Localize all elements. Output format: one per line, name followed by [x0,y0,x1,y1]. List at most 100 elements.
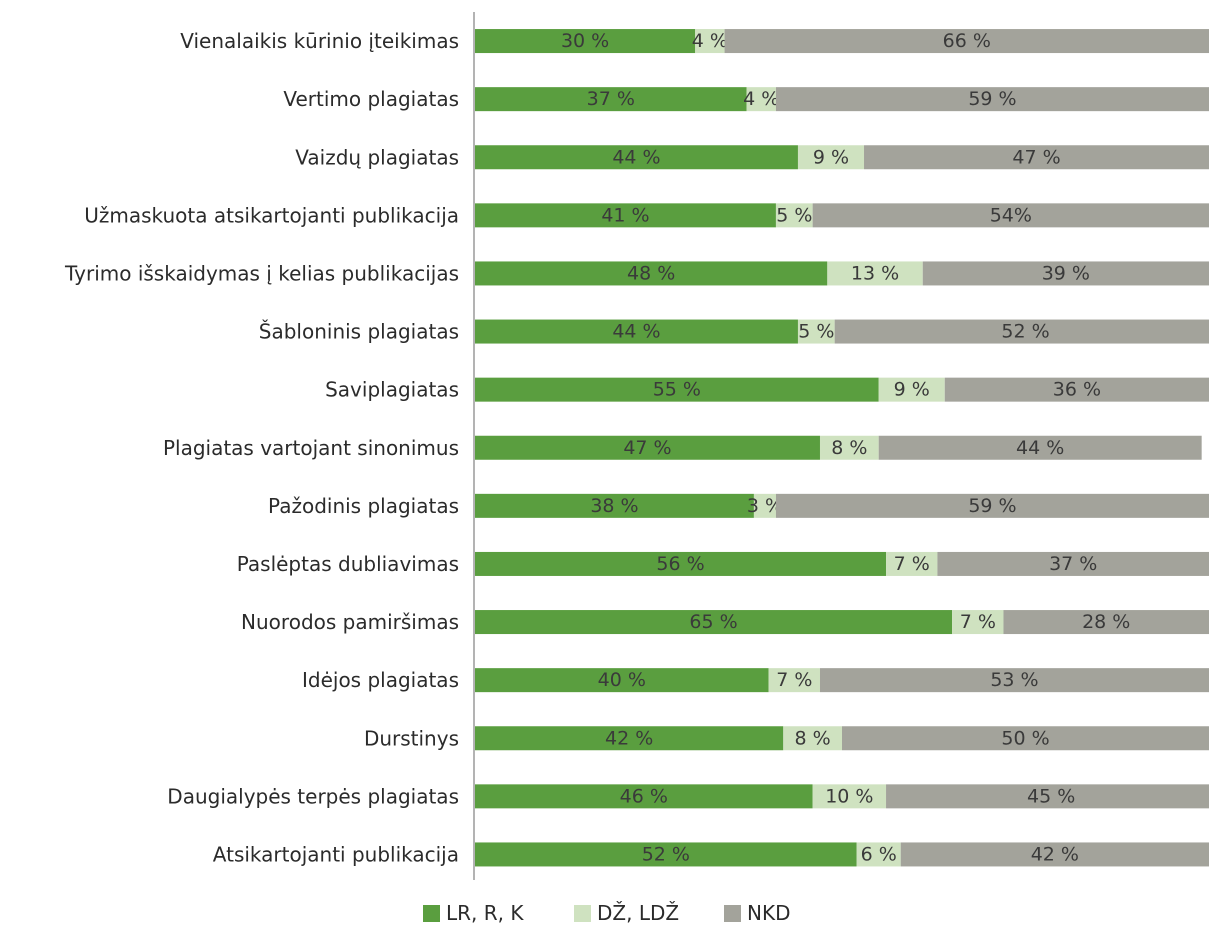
bar-segment [834,319,1209,344]
data-label: 37 % [587,88,635,110]
bar-segment [475,726,784,751]
legend-swatch [724,905,741,922]
category-label: Atsikartojanti publikacija [213,842,459,866]
data-label: 50 % [1001,727,1049,749]
data-label: 42 % [1031,843,1079,865]
bar-segment [475,551,887,576]
bar-segment [937,551,1209,576]
data-label: 56 % [656,553,704,575]
bar-segment [842,726,1209,751]
data-label: 7 % [776,669,812,691]
bar-segment [864,145,1209,170]
data-label: 37 % [1049,553,1097,575]
bar-segment [724,29,1209,54]
data-label: 5 % [798,321,834,343]
data-label: 65 % [689,611,737,633]
data-label: 28 % [1082,611,1130,633]
data-label: 52 % [642,843,690,865]
bar-segment [475,319,798,344]
bar-segment [819,668,1209,693]
category-label: Šabloninis plagiatas [259,320,459,344]
data-label: 39 % [1042,262,1090,284]
bars-group: 30 % 4 % 66 % 37 % 4 % 59 % 44 % 9 % 47 % 41 % 5 %… [475,29,1209,867]
legend-swatch [574,905,591,922]
data-label: 47 % [623,437,671,459]
bar-segment [475,668,769,693]
data-label: 4 % [743,88,779,110]
bar-segment [783,726,842,751]
data-label: 45 % [1027,785,1075,807]
data-label: 54% [990,204,1032,226]
data-label: 9 % [813,146,849,168]
category-label: Daugialypės terpės plagiatas [167,784,459,808]
bar-segment [475,784,813,809]
bar-segment [886,551,938,576]
data-label: 8 % [795,727,831,749]
bar-segment [819,435,879,460]
data-label: 7 % [894,553,930,575]
legend-label: NKD [747,901,790,925]
data-label: 59 % [968,88,1016,110]
category-label: Paslėptas dubliavimas [237,552,459,576]
legend-swatch [423,905,440,922]
data-label: 48 % [627,262,675,284]
bar-segment [475,842,857,867]
bar-segment [475,377,879,402]
data-label: 53 % [990,669,1038,691]
bar-segment [812,203,1209,228]
bar-segment [878,435,1202,460]
legend-label: LR, R, K [446,901,524,925]
bar-segment [775,493,1209,518]
data-label: 7 % [960,611,996,633]
data-label: 59 % [968,495,1016,517]
bar-segment [827,261,923,286]
category-label: Pažodinis plagiatas [268,494,459,518]
category-label: Durstinys [364,726,459,750]
bar-segment [886,784,1209,809]
data-label: 44 % [612,321,660,343]
bar-segment [952,610,1004,635]
category-label: Nuorodos pamiršimas [241,610,459,634]
legend: LR, R, K DŽ, LDŽ NKD [423,901,790,925]
bar-segment [775,87,1209,112]
data-label: 6 % [861,843,897,865]
data-label: 42 % [605,727,653,749]
bar-segment [944,377,1209,402]
data-label: 46 % [620,785,668,807]
bar-segment [878,377,945,402]
bar-segment [475,87,747,112]
bar-segment [922,261,1209,286]
data-label: 5 % [776,204,812,226]
data-label: 36 % [1053,379,1101,401]
category-label: Vaizdų plagiatas [295,145,459,169]
data-label: 13 % [851,262,899,284]
bar-segment [812,784,887,809]
bar-segment [768,668,820,693]
data-label: 40 % [598,669,646,691]
data-label: 47 % [1012,146,1060,168]
bar-segment [695,29,725,54]
category-label: Vertimo plagiatas [283,87,459,111]
category-label: Idėjos plagiatas [302,668,459,692]
bar-segment [475,435,820,460]
category-label: Vienalaikis kūrinio įteikimas [180,29,459,53]
bar-segment [475,29,696,54]
bar-segment [856,842,901,867]
category-label: Saviplagiatas [325,378,459,402]
bar-segment [475,493,754,518]
data-label: 10 % [825,785,873,807]
data-label: 38 % [590,495,638,517]
data-label: 55 % [653,379,701,401]
data-label: 30 % [561,30,609,52]
category-label: Plagiatas vartojant sinonimus [163,436,459,460]
data-label: 4 % [692,30,728,52]
bar-segment [1003,610,1209,635]
bar-segment [797,319,835,344]
data-label: 3 % [747,495,783,517]
data-label: 66 % [943,30,991,52]
data-label: 44 % [1016,437,1064,459]
bar-segment [753,493,776,518]
data-label: 9 % [894,379,930,401]
bar-segment [475,145,798,170]
data-label: 8 % [831,437,867,459]
